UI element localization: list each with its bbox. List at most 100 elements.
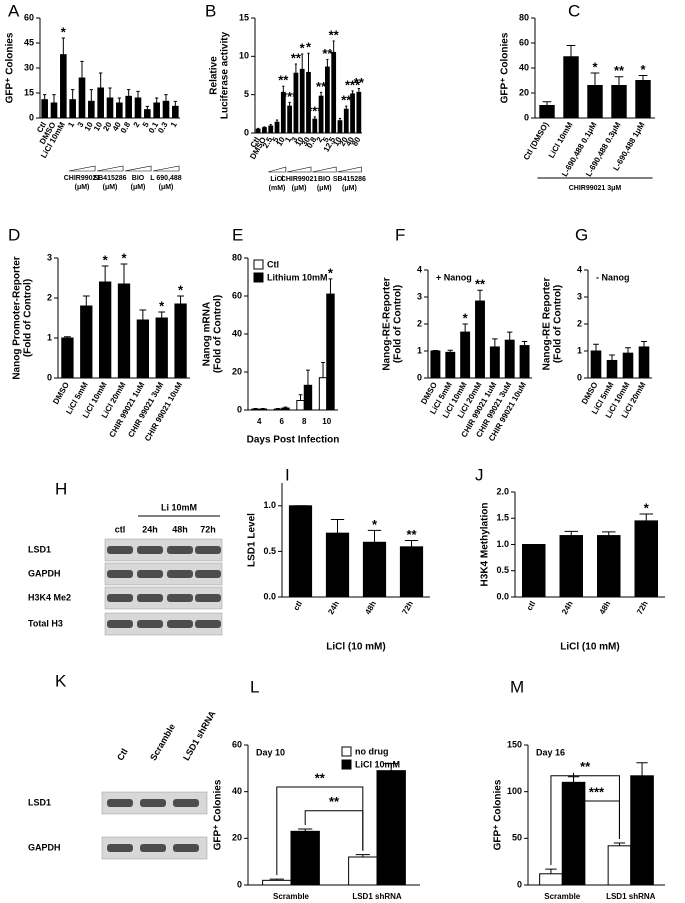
y-tick-label: 0: [517, 879, 522, 889]
bar: [460, 331, 471, 379]
y-axis-label: H3K4 Methylation: [480, 503, 491, 587]
dose-wedge: [337, 166, 362, 173]
y-tick-label: 0: [237, 404, 242, 414]
y-axis-label: Nanog Promoter-Reporter: [12, 256, 23, 379]
panel-letter: M: [510, 677, 524, 696]
y-axis-label: Nanog-RE-Reporter: [382, 277, 393, 370]
y-tick-label: 100: [507, 786, 522, 796]
bar: [155, 317, 168, 379]
x-axis-label: LiCl (10 mM): [326, 642, 385, 653]
error-bar: [136, 90, 140, 98]
subtitle: + Nanog: [436, 272, 472, 282]
subtitle: Day 16: [536, 747, 565, 757]
y-tick-label: 2: [47, 292, 52, 302]
y-tick-label: 15: [24, 87, 34, 97]
error-bar: [261, 407, 265, 410]
blot-band: [140, 799, 166, 807]
bar: [597, 535, 621, 598]
x-tick-label: 48h: [598, 599, 613, 616]
y-tick-label: 20: [232, 833, 242, 843]
bar: [117, 283, 131, 379]
y-axis-label: Luciferase activity: [220, 31, 231, 119]
group-label: (μM): [292, 185, 307, 192]
error-bar: [636, 762, 648, 776]
y-axis-label: Relative: [209, 56, 220, 95]
error-bar: [355, 854, 370, 857]
error-bar: [345, 105, 348, 110]
error-bar: [507, 331, 513, 341]
bar: [281, 407, 290, 411]
bar: [350, 93, 355, 134]
significance: *: [640, 62, 646, 77]
y-tick-label: 45: [24, 37, 34, 47]
x-tick-label: 8: [302, 417, 307, 426]
y-tick-label: 40: [232, 786, 242, 796]
significance: **: [322, 46, 333, 61]
y-tick-label: 1: [47, 332, 52, 342]
lane-label: 72h: [200, 524, 216, 534]
significance: *: [159, 298, 165, 313]
error-bar: [42, 94, 47, 100]
significance: *: [463, 310, 469, 325]
bar: [299, 68, 305, 134]
group-label: (μM): [131, 184, 146, 191]
significance: *: [328, 265, 334, 280]
dose-wedge: [268, 166, 287, 173]
error-bar: [330, 518, 345, 534]
panel-letter: J: [475, 465, 484, 484]
bracket: [304, 810, 364, 851]
bar: [274, 121, 280, 134]
blot-band: [107, 594, 133, 602]
error-bar: [307, 52, 310, 73]
y-axis-label: LSD1 Level: [247, 513, 258, 567]
panel-letter: F: [395, 225, 405, 244]
blot-band: [167, 546, 193, 554]
bar: [324, 66, 330, 134]
group-label: LiCl: [270, 176, 283, 183]
subtitle: Day 10: [256, 747, 285, 757]
error-bar: [367, 529, 382, 543]
error-bar: [108, 87, 112, 98]
bar: [539, 873, 563, 886]
bar: [607, 845, 632, 886]
y-tick-label: 1.0: [263, 500, 276, 510]
bar: [522, 544, 546, 598]
y-tick-label: 20: [232, 366, 242, 376]
bar: [331, 52, 337, 134]
x-tick-label: 3: [76, 120, 86, 129]
y-axis-label: (Fold of Control): [553, 285, 564, 363]
error-bar: [639, 513, 653, 521]
error-bar: [602, 531, 616, 536]
significance: *: [178, 282, 184, 297]
y-tick-label: 0: [29, 112, 34, 122]
bar: [348, 856, 378, 886]
group-label: (μM): [317, 185, 332, 192]
group-label: BIO: [318, 176, 331, 183]
bar: [634, 520, 658, 598]
error-bar: [477, 289, 483, 302]
significance: **: [406, 527, 417, 542]
y-tick-label: 60: [232, 739, 242, 749]
error-bar: [154, 97, 159, 103]
blot-band: [137, 620, 163, 628]
error-bar: [120, 263, 128, 284]
error-bar: [492, 338, 498, 347]
bar: [69, 99, 76, 119]
significance: **: [329, 794, 340, 809]
bar: [116, 102, 123, 119]
blot-band: [137, 570, 163, 578]
bar: [78, 77, 86, 119]
panel-letter: C: [568, 1, 580, 20]
significance: **: [329, 27, 340, 42]
error-bar: [177, 295, 184, 304]
bar: [445, 351, 456, 379]
bar: [590, 350, 602, 379]
x-tick-label: 5: [271, 135, 281, 144]
error-bar: [564, 530, 578, 536]
row-label: LSD1: [28, 797, 51, 807]
error-bar: [126, 89, 131, 97]
y-tick-label: 1.0: [496, 539, 509, 549]
x-tick-label: 0.8: [119, 120, 133, 135]
blot-band: [195, 570, 221, 578]
